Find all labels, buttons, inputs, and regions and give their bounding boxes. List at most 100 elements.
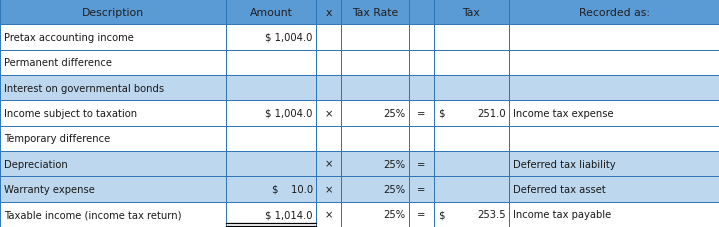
FancyBboxPatch shape bbox=[341, 101, 409, 126]
FancyBboxPatch shape bbox=[226, 151, 316, 177]
FancyBboxPatch shape bbox=[341, 177, 409, 202]
FancyBboxPatch shape bbox=[409, 50, 434, 76]
Text: =: = bbox=[417, 184, 426, 194]
FancyBboxPatch shape bbox=[341, 0, 409, 25]
FancyBboxPatch shape bbox=[434, 25, 509, 50]
FancyBboxPatch shape bbox=[509, 177, 719, 202]
FancyBboxPatch shape bbox=[434, 101, 509, 126]
FancyBboxPatch shape bbox=[434, 50, 509, 76]
Text: Depreciation: Depreciation bbox=[4, 159, 68, 169]
Text: Description: Description bbox=[82, 8, 145, 17]
FancyBboxPatch shape bbox=[316, 50, 341, 76]
FancyBboxPatch shape bbox=[226, 101, 316, 126]
FancyBboxPatch shape bbox=[0, 177, 226, 202]
FancyBboxPatch shape bbox=[409, 0, 434, 25]
FancyBboxPatch shape bbox=[341, 151, 409, 177]
FancyBboxPatch shape bbox=[509, 126, 719, 151]
FancyBboxPatch shape bbox=[0, 25, 226, 50]
FancyBboxPatch shape bbox=[409, 101, 434, 126]
Text: =: = bbox=[417, 109, 426, 118]
FancyBboxPatch shape bbox=[0, 126, 226, 151]
Text: Permanent difference: Permanent difference bbox=[4, 58, 111, 68]
Text: 253.5: 253.5 bbox=[477, 210, 505, 219]
FancyBboxPatch shape bbox=[409, 126, 434, 151]
FancyBboxPatch shape bbox=[226, 25, 316, 50]
FancyBboxPatch shape bbox=[316, 0, 341, 25]
FancyBboxPatch shape bbox=[409, 151, 434, 177]
Text: ×: × bbox=[324, 159, 333, 169]
FancyBboxPatch shape bbox=[409, 76, 434, 101]
FancyBboxPatch shape bbox=[409, 177, 434, 202]
FancyBboxPatch shape bbox=[226, 0, 316, 25]
Text: Income tax payable: Income tax payable bbox=[513, 210, 611, 219]
Text: $: $ bbox=[438, 210, 444, 219]
Text: Recorded as:: Recorded as: bbox=[579, 8, 649, 17]
Text: Income subject to taxation: Income subject to taxation bbox=[4, 109, 137, 118]
FancyBboxPatch shape bbox=[226, 202, 316, 227]
Text: Deferred tax liability: Deferred tax liability bbox=[513, 159, 615, 169]
Text: $ 1,014.0: $ 1,014.0 bbox=[265, 210, 313, 219]
Text: Interest on governmental bonds: Interest on governmental bonds bbox=[4, 83, 164, 93]
FancyBboxPatch shape bbox=[316, 151, 341, 177]
Text: 25%: 25% bbox=[383, 210, 406, 219]
FancyBboxPatch shape bbox=[316, 25, 341, 50]
FancyBboxPatch shape bbox=[509, 101, 719, 126]
Text: ×: × bbox=[324, 184, 333, 194]
FancyBboxPatch shape bbox=[341, 126, 409, 151]
FancyBboxPatch shape bbox=[509, 151, 719, 177]
Text: =: = bbox=[417, 159, 426, 169]
FancyBboxPatch shape bbox=[509, 0, 719, 25]
Text: $ 1,004.0: $ 1,004.0 bbox=[265, 109, 313, 118]
FancyBboxPatch shape bbox=[0, 202, 226, 227]
FancyBboxPatch shape bbox=[409, 202, 434, 227]
FancyBboxPatch shape bbox=[226, 126, 316, 151]
FancyBboxPatch shape bbox=[509, 25, 719, 50]
FancyBboxPatch shape bbox=[316, 202, 341, 227]
FancyBboxPatch shape bbox=[434, 0, 509, 25]
Text: Amount: Amount bbox=[250, 8, 293, 17]
FancyBboxPatch shape bbox=[316, 177, 341, 202]
Text: $    10.0: $ 10.0 bbox=[272, 184, 313, 194]
Text: Tax: Tax bbox=[462, 8, 480, 17]
Text: Tax Rate: Tax Rate bbox=[352, 8, 398, 17]
FancyBboxPatch shape bbox=[434, 202, 509, 227]
FancyBboxPatch shape bbox=[434, 126, 509, 151]
FancyBboxPatch shape bbox=[316, 76, 341, 101]
FancyBboxPatch shape bbox=[0, 76, 226, 101]
FancyBboxPatch shape bbox=[226, 76, 316, 101]
Text: x: x bbox=[326, 8, 331, 17]
FancyBboxPatch shape bbox=[341, 202, 409, 227]
FancyBboxPatch shape bbox=[0, 0, 226, 25]
FancyBboxPatch shape bbox=[341, 50, 409, 76]
FancyBboxPatch shape bbox=[226, 177, 316, 202]
FancyBboxPatch shape bbox=[226, 50, 316, 76]
FancyBboxPatch shape bbox=[341, 25, 409, 50]
Text: ×: × bbox=[324, 109, 333, 118]
FancyBboxPatch shape bbox=[509, 76, 719, 101]
Text: 25%: 25% bbox=[383, 184, 406, 194]
Text: $: $ bbox=[438, 109, 444, 118]
FancyBboxPatch shape bbox=[509, 202, 719, 227]
FancyBboxPatch shape bbox=[434, 177, 509, 202]
Text: Warranty expense: Warranty expense bbox=[4, 184, 94, 194]
FancyBboxPatch shape bbox=[316, 101, 341, 126]
Text: 25%: 25% bbox=[383, 109, 406, 118]
FancyBboxPatch shape bbox=[316, 126, 341, 151]
Text: Taxable income (income tax return): Taxable income (income tax return) bbox=[4, 210, 181, 219]
FancyBboxPatch shape bbox=[434, 76, 509, 101]
Text: ×: × bbox=[324, 210, 333, 219]
FancyBboxPatch shape bbox=[409, 25, 434, 50]
Text: Income tax expense: Income tax expense bbox=[513, 109, 613, 118]
FancyBboxPatch shape bbox=[0, 151, 226, 177]
FancyBboxPatch shape bbox=[341, 76, 409, 101]
Text: =: = bbox=[417, 210, 426, 219]
Text: 251.0: 251.0 bbox=[477, 109, 505, 118]
Text: Temporary difference: Temporary difference bbox=[4, 134, 110, 144]
FancyBboxPatch shape bbox=[434, 151, 509, 177]
Text: 25%: 25% bbox=[383, 159, 406, 169]
Text: Deferred tax asset: Deferred tax asset bbox=[513, 184, 605, 194]
FancyBboxPatch shape bbox=[0, 101, 226, 126]
FancyBboxPatch shape bbox=[509, 50, 719, 76]
FancyBboxPatch shape bbox=[0, 50, 226, 76]
Text: $ 1,004.0: $ 1,004.0 bbox=[265, 33, 313, 43]
